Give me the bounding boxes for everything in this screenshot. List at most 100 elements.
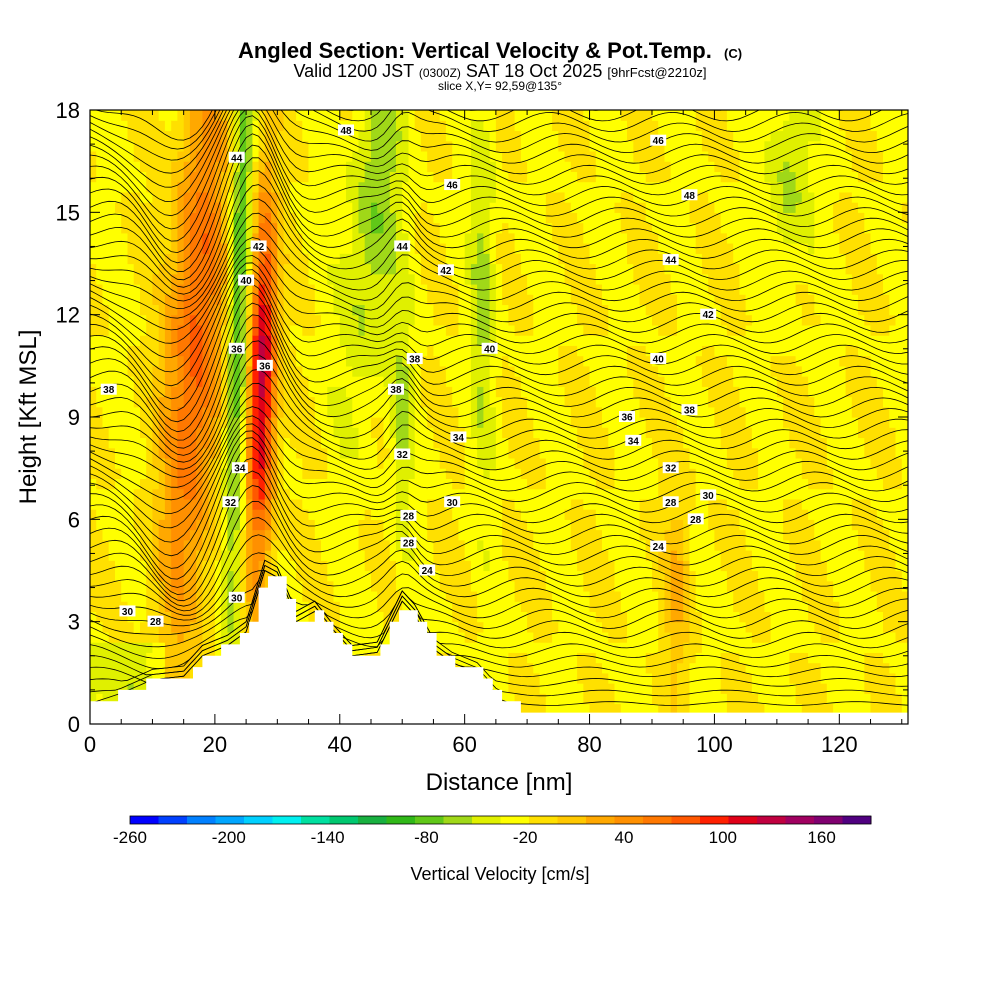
velocity-cell <box>764 110 772 142</box>
velocity-cell <box>589 652 597 724</box>
velocity-cell <box>477 550 484 623</box>
velocity-cell <box>439 120 447 183</box>
velocity-cell <box>689 191 697 224</box>
velocity-cell <box>233 212 241 418</box>
velocity-cell <box>321 110 328 449</box>
theta-contour <box>90 517 908 612</box>
velocity-cell <box>445 181 453 265</box>
velocity-cell <box>764 611 772 643</box>
velocity-cell <box>277 130 285 193</box>
velocity-cell <box>127 263 135 346</box>
velocity-cell <box>652 181 659 234</box>
velocity-cell <box>770 130 778 213</box>
velocity-cell <box>520 652 528 724</box>
velocity-cell <box>127 642 135 684</box>
velocity-cell <box>901 642 908 715</box>
velocity-cell <box>683 447 691 561</box>
velocity-cell <box>158 457 166 520</box>
velocity-cell <box>364 376 372 510</box>
contour-label: 42 <box>253 242 265 253</box>
velocity-cell <box>189 498 197 531</box>
velocity-cell <box>445 263 453 336</box>
velocity-cell <box>851 529 859 724</box>
velocity-cell <box>783 498 790 541</box>
theta-contour <box>90 110 908 230</box>
velocity-cell <box>739 488 747 531</box>
contour-label: 40 <box>484 344 496 355</box>
velocity-cell <box>470 120 478 265</box>
velocity-cell <box>814 140 822 316</box>
contour-label: 48 <box>340 126 352 137</box>
velocity-cell <box>801 652 809 724</box>
velocity-cell <box>645 437 653 500</box>
velocity-cell <box>352 427 360 459</box>
velocity-cell <box>408 273 416 326</box>
y-tick-label: 6 <box>68 507 80 532</box>
colorbar-frame <box>129 815 872 825</box>
theta-contour <box>90 534 908 616</box>
velocity-cell <box>714 355 722 428</box>
velocity-cell <box>639 304 647 346</box>
velocity-cell <box>414 253 422 724</box>
velocity-cell <box>889 550 897 633</box>
velocity-cell <box>339 457 347 724</box>
velocity-cell <box>701 386 709 724</box>
contour-label: 44 <box>397 242 409 253</box>
velocity-cell <box>402 560 410 613</box>
velocity-cell <box>327 417 335 582</box>
velocity-cell <box>140 478 147 561</box>
velocity-cell <box>783 161 790 213</box>
velocity-cell <box>396 130 403 142</box>
velocity-cell <box>783 212 790 244</box>
velocity-cell <box>795 191 803 203</box>
velocity-cell <box>652 365 659 459</box>
velocity-cell <box>527 662 534 724</box>
velocity-cell <box>377 110 385 213</box>
theta-contour <box>90 225 908 331</box>
velocity-cell <box>452 284 460 336</box>
velocity-cell <box>508 181 516 234</box>
velocity-cell <box>583 652 591 705</box>
velocity-cell <box>770 212 778 357</box>
velocity-cell <box>227 110 235 193</box>
velocity-cell <box>396 447 403 551</box>
velocity-cell <box>527 335 534 418</box>
velocity-cell <box>164 294 172 418</box>
velocity-cell <box>514 601 522 653</box>
contour-labels: 48 46 44 46 48 42 44 44 40 42 42 36 36 40 40 38 38 38 36 38… <box>100 124 717 628</box>
velocity-cell <box>595 110 603 285</box>
velocity-cell <box>739 110 747 295</box>
contour-label: 36 <box>621 413 633 424</box>
velocity-cell <box>427 212 435 305</box>
velocity-cell <box>327 110 335 265</box>
velocity-cell <box>733 110 741 152</box>
velocity-cell <box>714 550 722 724</box>
colorbar-swatch <box>386 816 416 824</box>
velocity-cell <box>858 212 865 316</box>
velocity-cell <box>296 120 303 183</box>
contour-label-box <box>625 434 642 446</box>
velocity-cell <box>115 580 122 643</box>
velocity-cell <box>783 539 790 724</box>
velocity-cell <box>720 324 728 357</box>
theta-contour <box>90 485 908 602</box>
velocity-cell <box>689 662 697 715</box>
velocity-cell <box>246 498 253 602</box>
contour-label-box <box>394 240 411 252</box>
velocity-cell <box>171 273 179 316</box>
velocity-cell <box>720 498 728 572</box>
velocity-cell <box>826 642 834 705</box>
velocity-cell <box>695 611 703 653</box>
velocity-cell <box>664 335 672 398</box>
contour-label-box <box>400 509 417 521</box>
velocity-cell <box>433 498 441 572</box>
velocity-cell <box>121 642 129 724</box>
velocity-cell <box>789 652 797 684</box>
velocity-cell <box>383 386 391 449</box>
theta-contour <box>90 170 908 295</box>
contour-label-box <box>100 383 117 395</box>
velocity-cell <box>352 110 360 152</box>
velocity-cell <box>589 150 597 183</box>
velocity-cell <box>820 488 828 561</box>
velocity-cell <box>539 110 547 459</box>
